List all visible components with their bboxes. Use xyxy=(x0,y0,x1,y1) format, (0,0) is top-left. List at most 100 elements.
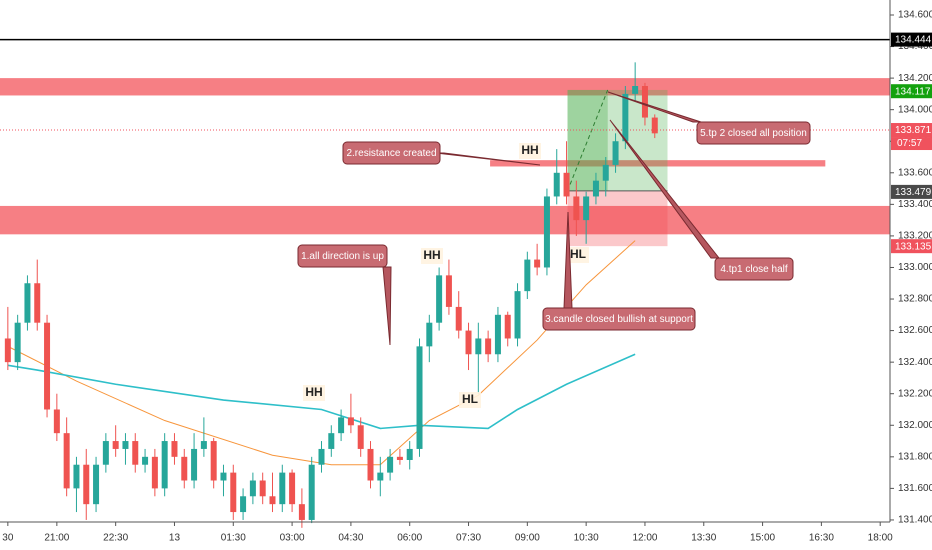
y-tick-label: 132.000 xyxy=(898,420,932,431)
candle-body xyxy=(318,448,325,465)
y-tick-label: 134.000 xyxy=(898,104,932,115)
candle-body xyxy=(53,409,60,434)
swing-label: HH xyxy=(305,385,322,399)
x-tick-label: 22:30 xyxy=(103,533,128,544)
y-tick-label: 132.200 xyxy=(898,388,932,399)
candle-body xyxy=(357,425,364,449)
candle-body xyxy=(249,480,256,497)
swing-label-bg xyxy=(421,248,443,264)
annotation-box xyxy=(542,307,696,331)
x-tick-label: 01:30 xyxy=(221,533,246,544)
candle-body xyxy=(308,464,315,520)
candle-body xyxy=(632,86,639,94)
candle-body xyxy=(298,504,305,520)
y-tick-label: 132.800 xyxy=(898,294,932,305)
annotation-text: 2.resistance created xyxy=(346,148,436,159)
candle-body xyxy=(602,164,609,181)
annotation-box xyxy=(342,141,441,165)
swing-label: HH xyxy=(423,248,440,262)
candle-body xyxy=(416,346,423,449)
candle-body xyxy=(171,441,178,457)
y-tick-label: 133.400 xyxy=(898,199,932,210)
annotation-box xyxy=(297,244,388,268)
price-tag xyxy=(891,84,932,99)
x-tick-label: 12:00 xyxy=(632,533,657,544)
candle-body xyxy=(181,456,188,481)
candle-body xyxy=(200,441,207,449)
swing-label: HH xyxy=(521,143,538,157)
price-tag xyxy=(891,239,932,254)
candle-body xyxy=(426,322,433,347)
candle-body xyxy=(328,433,335,449)
candle-body xyxy=(289,472,296,505)
candle-body xyxy=(475,338,482,355)
position-stop xyxy=(567,190,668,247)
candle-body xyxy=(504,314,511,339)
candle-body xyxy=(142,456,149,465)
x-tick-label: 15:00 xyxy=(750,533,775,544)
y-tick-label: 134.400 xyxy=(898,41,932,52)
candle-body xyxy=(436,275,443,323)
x-tick-label: 04:30 xyxy=(338,533,363,544)
candle-body xyxy=(534,259,541,268)
candle-body xyxy=(210,441,217,481)
candle-body xyxy=(122,441,129,449)
x-tick-label: 21:00 xyxy=(44,533,69,544)
candle-body xyxy=(514,291,521,339)
candle-body xyxy=(651,117,658,134)
candle-body xyxy=(112,441,119,449)
price-tag xyxy=(891,32,932,47)
candle-body xyxy=(191,448,198,481)
candle-body xyxy=(269,496,276,505)
moving-average xyxy=(7,353,636,430)
annotation-text: 3.candle closed bullish at support xyxy=(545,314,693,325)
candle-body xyxy=(73,464,80,489)
candle-body xyxy=(367,448,374,481)
candle-body xyxy=(494,314,501,355)
zone xyxy=(0,78,890,96)
swing-label: HL xyxy=(462,392,478,406)
candle-body xyxy=(563,172,570,197)
position-filled xyxy=(567,89,608,191)
annotation-box xyxy=(696,121,811,145)
zone xyxy=(0,205,890,235)
x-tick-label: 16:30 xyxy=(809,533,834,544)
y-tick-label: 134.200 xyxy=(898,73,932,84)
candle-body xyxy=(485,338,492,355)
candle-body xyxy=(612,141,619,165)
x-tick-label: 30 xyxy=(2,533,14,544)
x-tick-label: 10:30 xyxy=(574,533,599,544)
annotation-text: 4.tp1 close half xyxy=(720,264,787,275)
x-tick-label: 13:30 xyxy=(691,533,716,544)
candle-body xyxy=(83,464,90,505)
candle-body xyxy=(465,330,472,355)
price-tag-label: 133.871 xyxy=(895,125,932,136)
candle-body xyxy=(44,322,51,410)
candle-body xyxy=(14,322,21,363)
candle-body xyxy=(220,472,227,481)
price-tag xyxy=(891,123,932,138)
candle-body xyxy=(553,172,560,197)
candle-body xyxy=(455,306,462,331)
x-tick-label: 03:00 xyxy=(280,533,305,544)
y-tick-label: 131.600 xyxy=(898,483,932,494)
candle-body xyxy=(338,417,345,434)
candle-body xyxy=(622,93,629,142)
annotation-text: 1.all direction is up xyxy=(301,251,384,262)
candle-body xyxy=(279,472,286,505)
x-tick-label: 13 xyxy=(169,533,181,544)
y-tick-label: 131.400 xyxy=(898,515,932,526)
swing-label-bg xyxy=(459,392,481,408)
candle-body xyxy=(573,196,580,221)
x-tick-label: 06:00 xyxy=(397,533,422,544)
candle-body xyxy=(347,417,354,426)
candle-body xyxy=(641,86,648,118)
countdown: 07:57 xyxy=(897,138,922,149)
candle-body xyxy=(93,464,100,505)
candle-body xyxy=(406,448,413,460)
y-tick-label: 133.000 xyxy=(898,262,932,273)
zone xyxy=(490,160,826,167)
price-tag-label: 134.444 xyxy=(895,35,932,46)
candle-body xyxy=(34,283,41,323)
